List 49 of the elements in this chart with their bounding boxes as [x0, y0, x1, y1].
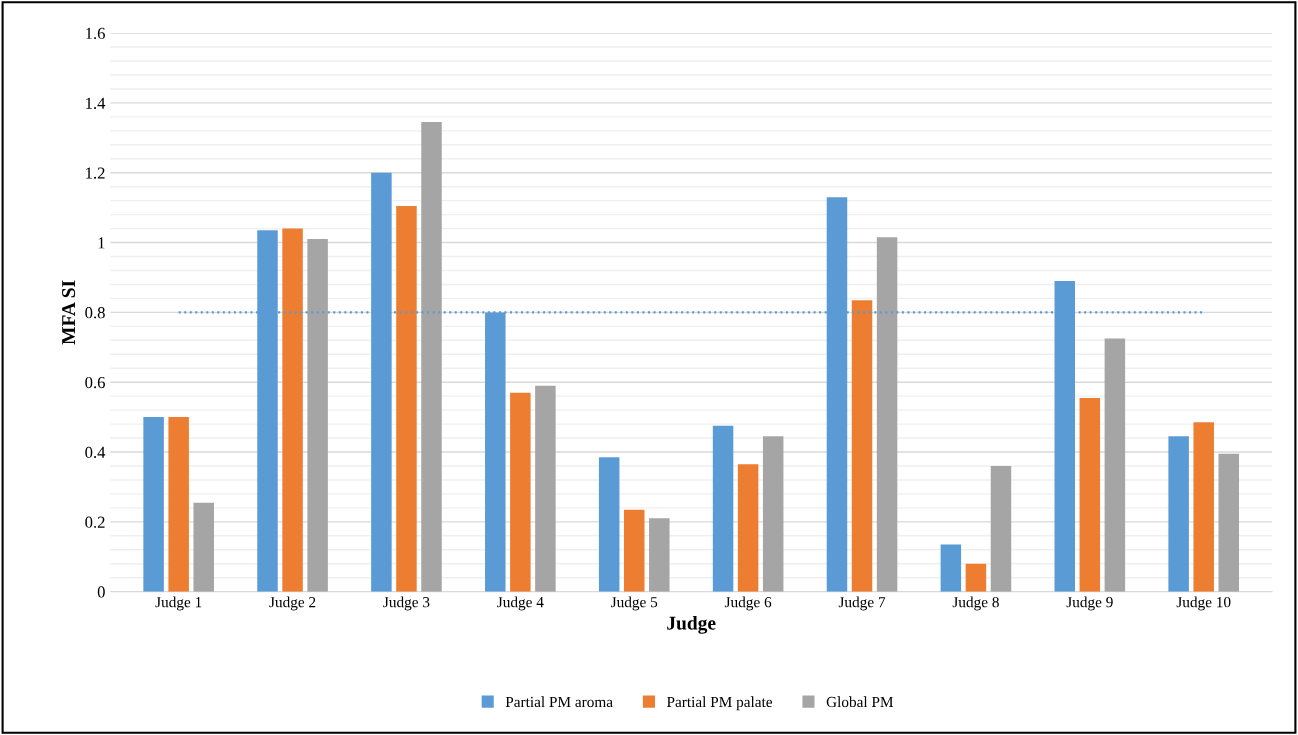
bar — [510, 392, 531, 592]
y-tick-label: 1.2 — [86, 167, 105, 179]
bar — [1193, 422, 1214, 592]
bar — [623, 509, 645, 592]
y-axis-title: MFA SI — [62, 280, 76, 345]
legend-label: Global PM — [826, 696, 894, 708]
y-tick-label: 0.2 — [85, 516, 105, 528]
y-tick-label: 0.6 — [85, 376, 105, 389]
x-tick-label: Judge 1 — [155, 596, 202, 611]
legend-label: Partial PM palate — [666, 696, 773, 711]
bar — [282, 228, 303, 592]
bar — [168, 417, 189, 592]
x-tick-label: Judge 2 — [269, 596, 316, 611]
legend-label: Partial PM aroma — [505, 696, 613, 708]
x-tick-label: Judge 4 — [497, 596, 544, 611]
bar — [712, 425, 734, 592]
bar — [1218, 453, 1240, 592]
y-tick-label: 1.6 — [86, 27, 105, 40]
bar — [990, 465, 1012, 592]
bar — [851, 300, 873, 592]
x-tick-label: Judge 6 — [724, 596, 772, 611]
x-tick-label: Judge 9 — [1066, 596, 1113, 611]
y-tick-label: 0 — [97, 586, 105, 598]
bar — [940, 544, 962, 592]
bar — [143, 417, 164, 592]
bar — [649, 518, 670, 592]
bar — [876, 237, 898, 592]
y-tick-label: 1 — [98, 237, 105, 249]
bar — [193, 502, 214, 592]
x-tick-label: Judge 3 — [383, 596, 430, 611]
y-tick-label: 0.4 — [85, 446, 106, 459]
y-tick-label: 1.4 — [86, 97, 106, 109]
bar — [1079, 397, 1101, 592]
bar — [1104, 338, 1126, 592]
bar — [421, 122, 442, 592]
bar — [535, 385, 556, 592]
bar — [396, 205, 417, 592]
bar — [598, 457, 620, 592]
x-tick-label: Judge 7 — [838, 596, 886, 611]
x-tick-label: Judge 8 — [952, 596, 999, 611]
y-tick-label: 0.8 — [85, 307, 105, 319]
x-tick-label: Judge 5 — [611, 596, 658, 611]
x-tick-label: Judge 10 — [1176, 596, 1231, 611]
bar — [965, 563, 987, 592]
bar — [737, 464, 759, 592]
bar — [762, 436, 784, 592]
bar — [307, 239, 328, 592]
x-axis-title: Judge — [667, 615, 716, 634]
bar — [1168, 436, 1189, 592]
